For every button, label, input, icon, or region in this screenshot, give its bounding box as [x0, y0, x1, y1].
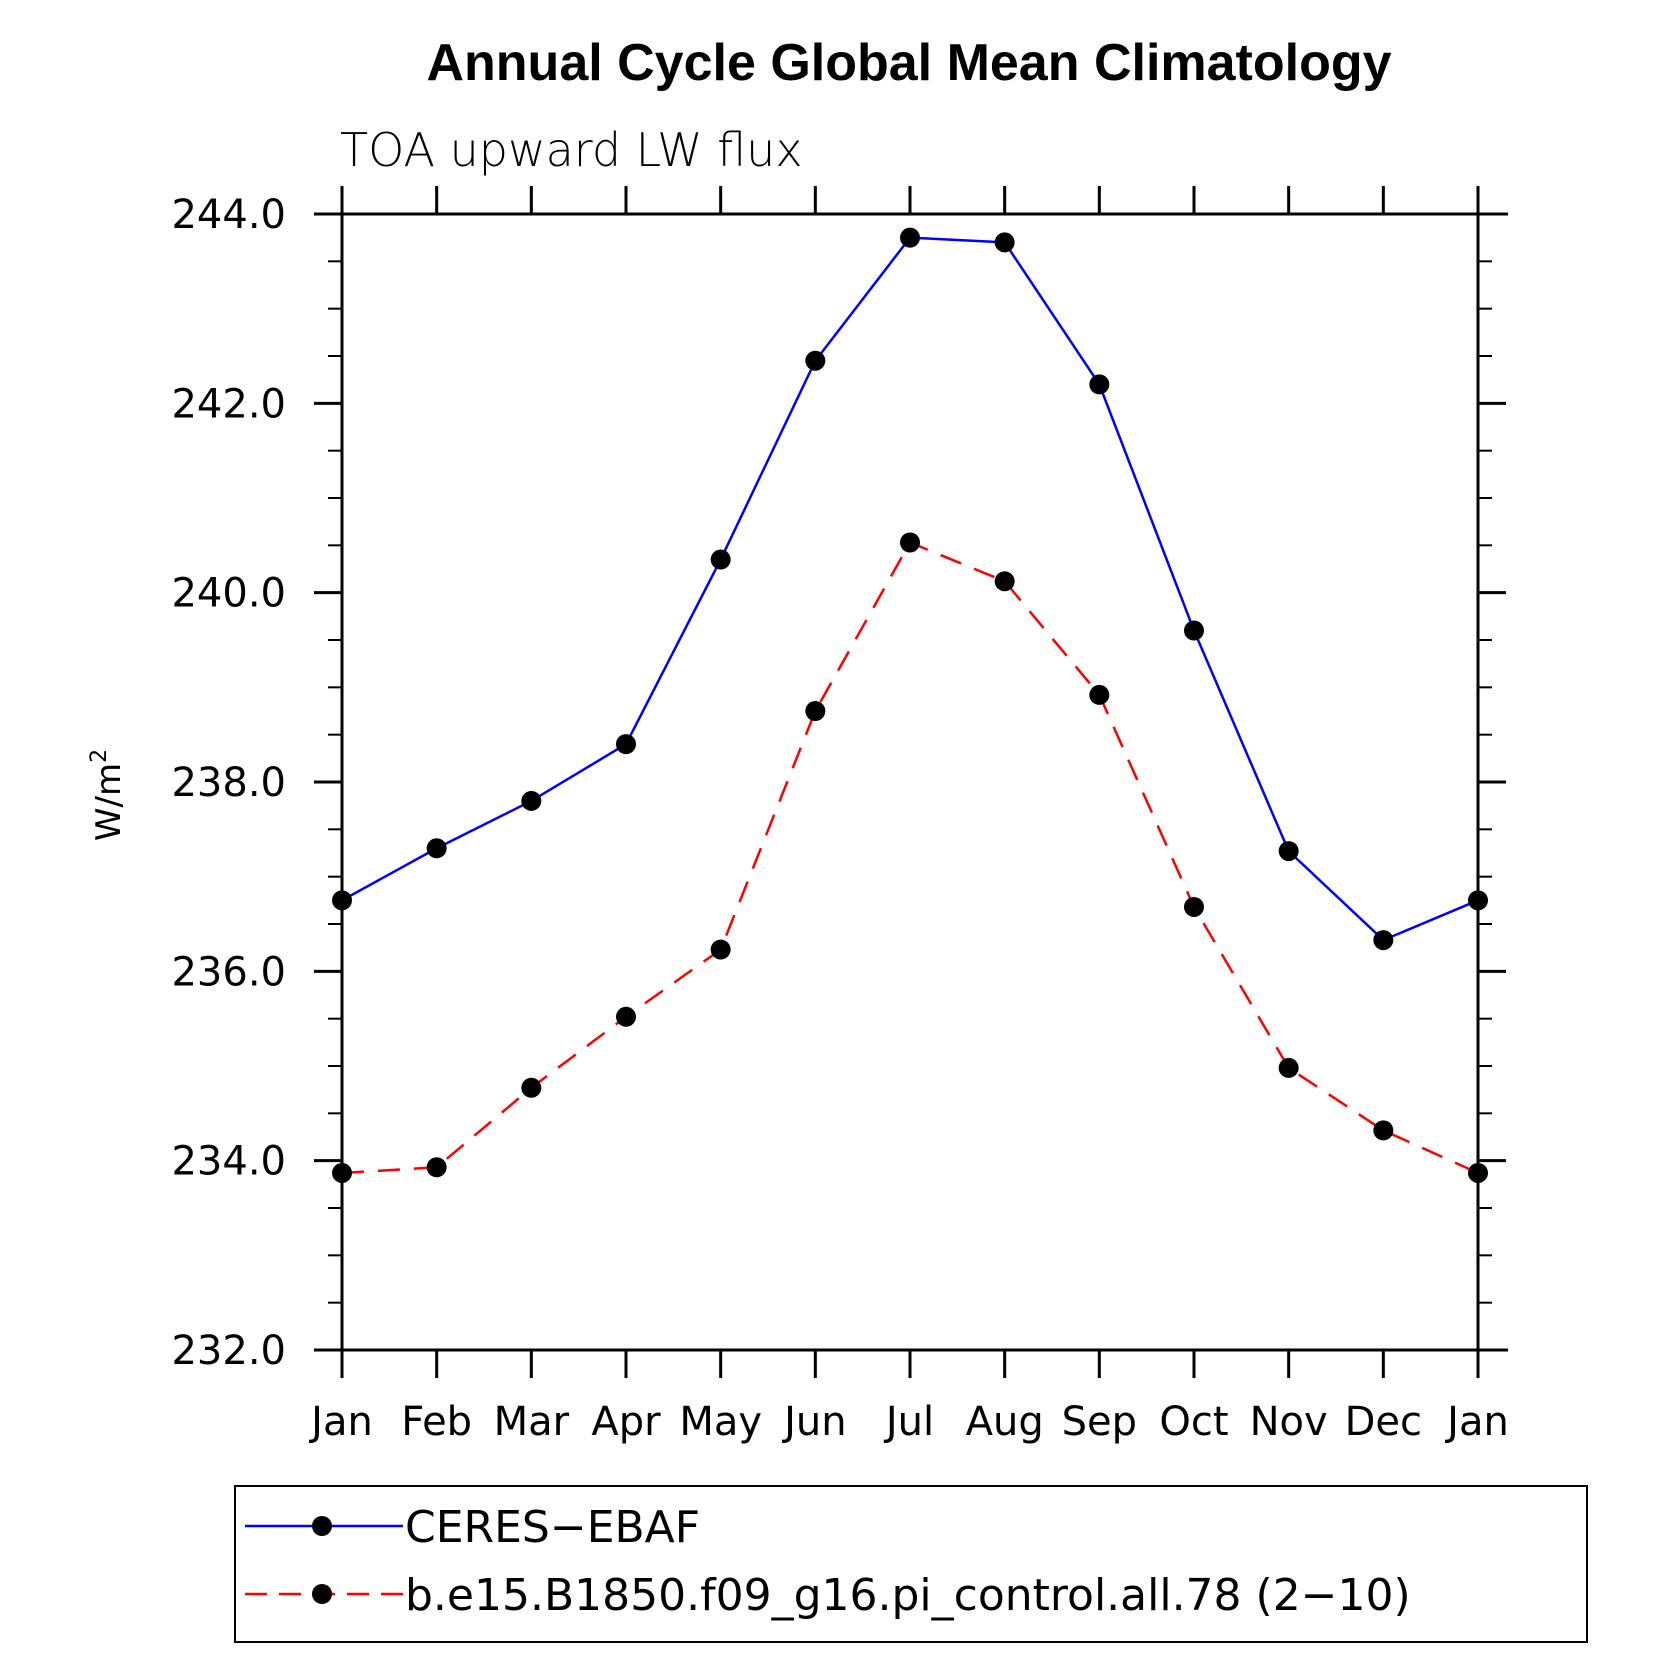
data-point	[1089, 684, 1110, 705]
y-tick-label: 244.0	[171, 192, 286, 238]
data-point	[1278, 841, 1299, 862]
data-point	[1184, 896, 1204, 917]
data-point	[1373, 930, 1394, 951]
x-tick-label: Sep	[1062, 1399, 1137, 1445]
data-point	[994, 232, 1015, 253]
axes-frame	[340, 212, 1508, 1352]
series-line	[341, 236, 1479, 942]
series-line	[341, 540, 1479, 1175]
series-2	[332, 532, 1488, 1183]
x-tick-label: Nov	[1250, 1399, 1328, 1445]
x-tick-label: Oct	[1159, 1399, 1228, 1445]
x-tick-label: Mar	[494, 1399, 570, 1445]
x-tick-label: Jun	[781, 1399, 847, 1445]
x-tick-label: Feb	[401, 1399, 472, 1445]
x-tick-label: May	[679, 1399, 762, 1445]
data-point	[616, 734, 636, 755]
data-point	[1373, 1120, 1394, 1141]
data-point	[1278, 1057, 1299, 1078]
data-point	[1184, 620, 1204, 641]
legend-box	[234, 1485, 1588, 1643]
data-point	[426, 838, 447, 859]
y-tick-label: 236.0	[171, 949, 286, 995]
x-tick-labels: Jan Feb Mar Apr May Jun Jul Aug Sep Oct Nov Dec Jan	[308, 1399, 1509, 1445]
data-point	[332, 1162, 352, 1183]
y-axis-label-superscript: 2	[87, 749, 112, 763]
x-tick-label: Jan	[1444, 1399, 1509, 1445]
y-tick-label: 238.0	[171, 760, 286, 806]
legend-label: CERES−EBAF	[405, 1502, 700, 1553]
data-point	[710, 549, 731, 570]
data-point	[805, 701, 826, 721]
series-layer	[332, 227, 1488, 1183]
y-tick-labels: 232.0 234.0 236.0 238.0 240.0 242.0 244.0	[171, 192, 286, 1374]
y-axis-label: W/m2	[87, 749, 129, 841]
series-1	[332, 227, 1488, 951]
data-point	[900, 227, 920, 248]
data-point	[710, 939, 731, 960]
data-point	[521, 1077, 542, 1098]
data-point	[332, 890, 352, 911]
y-tick-label: 234.0	[171, 1139, 286, 1185]
y-tick-label: 242.0	[171, 381, 286, 427]
y-tick-label: 240.0	[171, 571, 286, 617]
y-tick-label: 232.0	[171, 1328, 286, 1374]
legend: CERES−EBAF b.e15.B1850.f09_g16.pi_control…	[234, 1485, 1588, 1643]
data-point	[900, 532, 920, 553]
axis-ticks	[314, 186, 1506, 1378]
chart-subtitle: TOA upward LW flux	[340, 123, 803, 177]
legend-label: b.e15.B1850.f09_g16.pi_control.all.78 (2…	[405, 1570, 1411, 1621]
data-point	[1468, 1162, 1488, 1183]
x-tick-label: Apr	[591, 1399, 661, 1445]
legend-swatch-marker	[312, 1516, 332, 1536]
x-tick-label: Jan	[308, 1399, 373, 1445]
legend-swatch-marker	[312, 1584, 332, 1604]
data-point	[805, 350, 826, 371]
x-tick-label: Aug	[966, 1399, 1044, 1445]
data-point	[616, 1006, 636, 1027]
data-point	[1468, 890, 1488, 911]
data-point	[426, 1157, 447, 1178]
data-point	[994, 571, 1015, 592]
x-tick-label: Jul	[883, 1399, 934, 1445]
data-point	[1089, 374, 1110, 395]
chart-title: Annual Cycle Global Mean Climatology	[426, 34, 1391, 92]
data-point	[521, 790, 542, 811]
x-tick-label: Dec	[1345, 1399, 1422, 1445]
legend-item-2: b.e15.B1850.f09_g16.pi_control.all.78 (2…	[245, 1570, 1411, 1621]
legend-item-1: CERES−EBAF	[245, 1502, 700, 1553]
